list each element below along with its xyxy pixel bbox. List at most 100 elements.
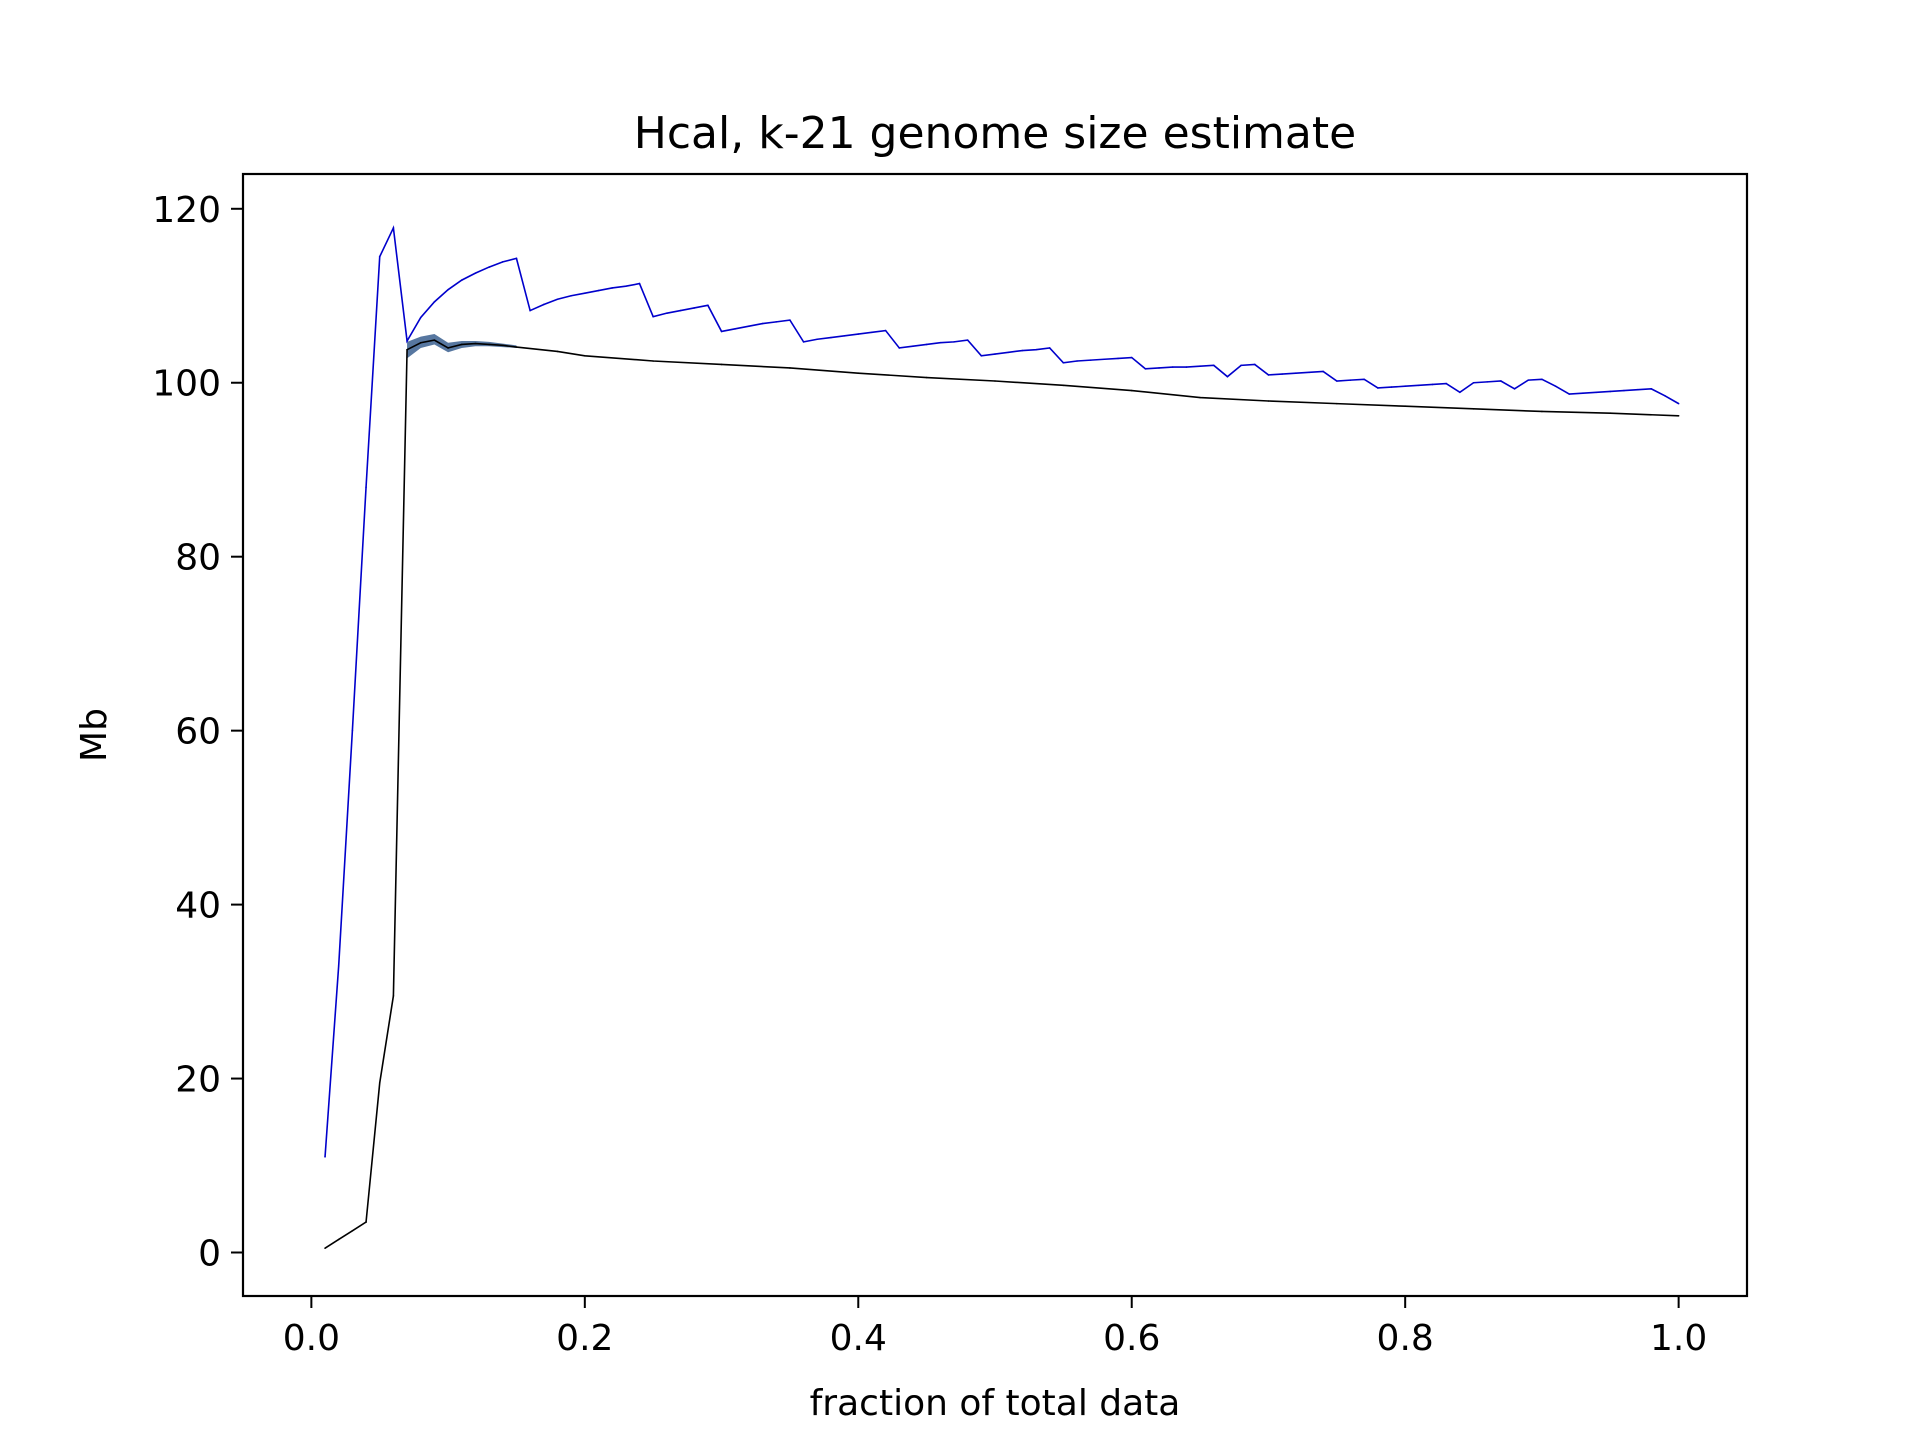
series-0-point [761,322,764,325]
chart-title: Hcal, k-21 genome size estimate [634,108,1356,159]
series-0-point [816,338,819,341]
series-0-point [419,316,422,319]
series-0-point [447,288,449,291]
series-0-point [433,301,436,303]
series-0-point [748,325,750,328]
series-0-point [1459,391,1461,394]
series-1-point [351,1229,354,1232]
series-0-point [351,729,354,732]
series-0-point [1349,379,1352,381]
series-1-point [474,342,477,345]
series-1-point [789,367,791,369]
y-tick-label: 60 [175,712,221,753]
y-tick-label: 100 [152,364,221,405]
x-axis: 0.0 0.2 0.4 0.6 0.8 1.0 [283,1296,1707,1359]
series-0-point [1021,349,1024,352]
series-1-point [652,360,654,362]
series-0-point [1103,358,1106,361]
series-0-point [734,328,737,330]
y-tick-label: 0 [198,1234,221,1275]
series-0-point [337,964,340,967]
series-0-point [1212,364,1215,367]
series-0-point [584,292,586,294]
series-0-point [1062,361,1065,364]
series-0-point [1677,402,1680,405]
series-0-point [597,289,600,292]
series-1-point [406,348,408,351]
series-0-point [830,336,832,339]
series-1-point [1267,400,1270,402]
series-0-point [611,287,613,289]
series-0-point [1253,363,1256,366]
series-0-point [529,309,531,312]
series-1-point [433,339,436,341]
series-0-point [543,303,545,306]
series-1-point [1677,415,1680,417]
series-1-point [1609,412,1612,414]
series-1-point [1130,389,1133,392]
series-1-point [1062,384,1065,387]
series-0-point [1117,357,1119,360]
series-0-point [556,298,559,301]
series-0-point [474,272,477,274]
series-0-point [1267,374,1270,376]
series-0-point [501,261,504,263]
series-0-point [1582,392,1584,394]
series-0-point [488,266,490,268]
series-0-point [1308,371,1311,374]
series-0-point [953,341,955,343]
series-0-point [1295,372,1297,374]
series-0-point [912,345,914,348]
series-0-point [1171,366,1174,368]
series-0-point [898,347,901,349]
series-0-point [1035,348,1037,351]
x-axis-label: fraction of total data [810,1383,1181,1424]
series-0-point [1418,384,1420,387]
series-0-point [1226,375,1229,378]
series-0-point [570,294,572,297]
series-0-point [1322,370,1324,373]
series-0-point [1336,380,1338,382]
series-0-point [1130,356,1133,359]
series-1-point [515,346,518,348]
x-tick-label: 0.8 [1377,1318,1434,1359]
series-0-point [720,330,723,333]
y-tick-label: 40 [175,886,221,927]
series-1-point [1336,402,1338,405]
series-0-point [1048,347,1051,349]
series-1-point [392,995,395,997]
series-1-point [488,343,490,346]
series-0-point [1199,365,1201,368]
series-0-point [994,353,996,355]
plot-area-frame [241,172,1749,1298]
series-0-point [1650,388,1653,390]
x-tick-label: 0.2 [556,1318,613,1359]
series-0-point [324,1156,326,1158]
series-1-point [1472,408,1475,410]
series-0-point [939,341,942,344]
series-0-point [789,319,791,321]
series-0-point [843,334,846,337]
x-tick-label: 1.0 [1650,1318,1707,1359]
series-1-point [365,1221,367,1223]
series-1-point [584,354,586,357]
series-0-point [1541,378,1543,381]
series-0-point [884,329,887,332]
band-layer [407,334,517,359]
series-0-point [1595,391,1598,394]
series-0-point [1472,381,1475,384]
series-0-point [1431,383,1434,386]
series-layer [324,225,1680,1249]
series-0-point [392,227,395,229]
series-0-point [925,343,928,346]
series-1-point [857,372,860,374]
series-1-point [994,380,996,382]
series-1-confidence-band [407,334,517,359]
series-0-point [460,279,463,281]
series-0-point [980,354,983,357]
series-1-point [419,341,422,344]
series-1-point [556,350,559,353]
series-0-point [1390,386,1393,388]
